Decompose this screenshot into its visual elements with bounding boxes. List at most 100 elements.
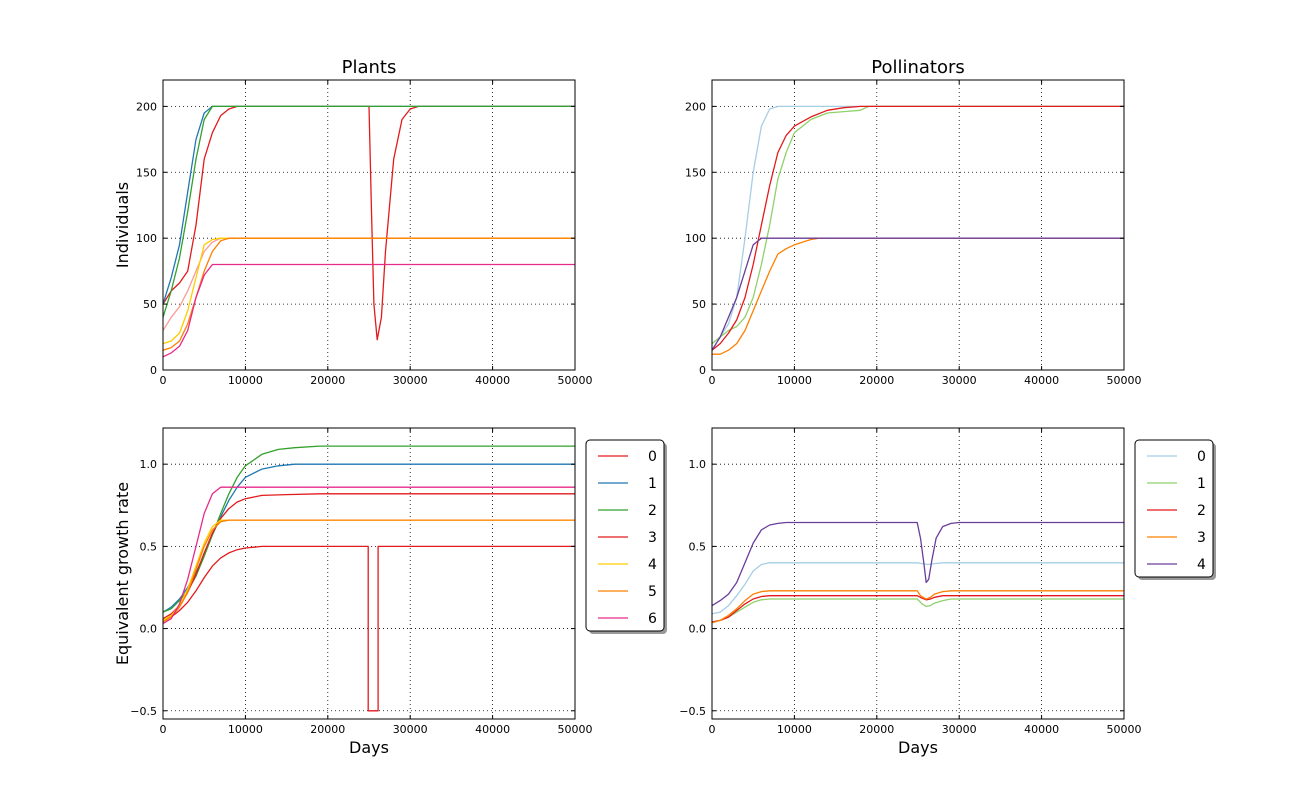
series-line-1 [163,463,575,613]
y-axis-label: Equivalent growth rate [113,482,132,665]
xtick-label: 40000 [1024,723,1059,736]
panel-1: 0 10000 20000 30000 40000 50000 0 50 100 150 200 Po… [685,57,1142,387]
xtick-label: 40000 [1024,374,1059,387]
series-line-1 [712,105,1124,345]
series-line-3 [163,493,575,620]
series-line-2 [163,445,575,613]
legend-label-1: 1 [648,476,657,492]
xtick-label: 10000 [777,374,812,387]
series-line-3 [163,237,575,331]
series-line-6 [163,486,575,625]
series-group [712,105,1124,355]
xtick-label: 0 [709,723,716,736]
xtick-label: 40000 [475,723,510,736]
plot-frame [711,427,1125,720]
legend: 0 1 2 3 4 [1134,439,1216,580]
series-line-2 [712,105,1124,351]
series-line-5 [163,519,575,623]
xtick-label: 30000 [942,723,977,736]
plot-frame [711,79,1125,371]
xtick-label: 20000 [310,723,345,736]
legend-label-2: 2 [648,503,657,519]
ytick-label: 0.5 [689,540,707,553]
xtick-label: 30000 [393,723,428,736]
ytick-label: 1.0 [140,458,158,471]
series-group [712,521,1124,624]
panel-title: Plants [342,57,397,78]
xtick-label: 10000 [228,723,263,736]
xtick-label: 40000 [475,374,510,387]
panel-3: 0 10000 20000 30000 40000 50000 −0.5 0.0 0.5 1.0 D… [679,427,1216,757]
series-line-2 [163,105,575,318]
series-line-4 [163,237,575,345]
series-line-1 [163,105,575,305]
series-line-4 [712,237,1124,351]
ytick-label: 0.0 [689,623,707,636]
series-group [163,105,575,358]
y-axis-label: Individuals [113,182,132,268]
plot-frame [162,427,576,720]
xtick-label: 0 [709,374,716,387]
series-line-0 [712,562,1124,615]
ytick-label: −0.5 [679,705,706,718]
ytick-label: 200 [136,100,157,113]
xtick-label: 50000 [1107,374,1142,387]
legend-label-0: 0 [648,449,657,465]
ytick-label: 100 [685,232,706,245]
xtick-label: 50000 [558,374,593,387]
xtick-label: 30000 [393,374,428,387]
series-line-0 [163,105,575,341]
ytick-label: 150 [685,166,706,179]
ytick-label: 0.5 [140,540,158,553]
legend-label-2: 2 [1197,503,1206,519]
legend: 0 1 2 3 4 5 6 [585,439,667,634]
series-line-0 [163,545,575,712]
ytick-label: 0 [699,364,706,377]
xtick-label: 30000 [942,374,977,387]
panel-2: 0 10000 20000 30000 40000 50000 −0.5 0.0 0.5 1.0 D… [113,427,667,757]
series-line-4 [163,519,575,621]
xtick-label: 20000 [859,374,894,387]
ytick-label: 0.0 [140,623,158,636]
legend-label-3: 3 [648,530,657,546]
ytick-label: 150 [136,166,157,179]
legend-box [585,439,665,632]
legend-label-1: 1 [1197,476,1206,492]
panel-0: 0 10000 20000 30000 40000 50000 0 50 100 150 200 Pl… [113,57,593,387]
legend-box [1134,439,1214,578]
ytick-label: −0.5 [130,705,157,718]
xtick-label: 50000 [1107,723,1142,736]
legend-label-6: 6 [648,611,657,627]
series-line-2 [712,595,1124,623]
ytick-label: 50 [692,298,706,311]
x-axis-label: Days [349,738,389,757]
series-line-4 [712,521,1124,607]
xtick-label: 50000 [558,723,593,736]
plot-frame [162,79,576,371]
ytick-label: 100 [136,232,157,245]
legend-label-5: 5 [648,584,657,600]
legend-label-4: 4 [1197,557,1206,573]
xtick-label: 0 [160,374,167,387]
legend-label-3: 3 [1197,530,1206,546]
x-axis-label: Days [898,738,938,757]
xtick-label: 20000 [310,374,345,387]
xtick-label: 10000 [228,374,263,387]
legend-label-4: 4 [648,557,657,573]
panel-title: Pollinators [871,57,965,78]
xtick-label: 10000 [777,723,812,736]
xtick-label: 0 [160,723,167,736]
series-line-6 [163,263,575,358]
ytick-label: 1.0 [689,458,707,471]
series-line-0 [712,105,1124,345]
ytick-label: 50 [143,298,157,311]
legend-label-0: 0 [1197,449,1206,465]
series-line-1 [712,598,1124,623]
ytick-label: 0 [150,364,157,377]
xtick-label: 20000 [859,723,894,736]
series-group [163,445,575,712]
series-line-3 [712,590,1124,624]
series-line-3 [712,237,1124,355]
series-line-5 [163,237,575,351]
